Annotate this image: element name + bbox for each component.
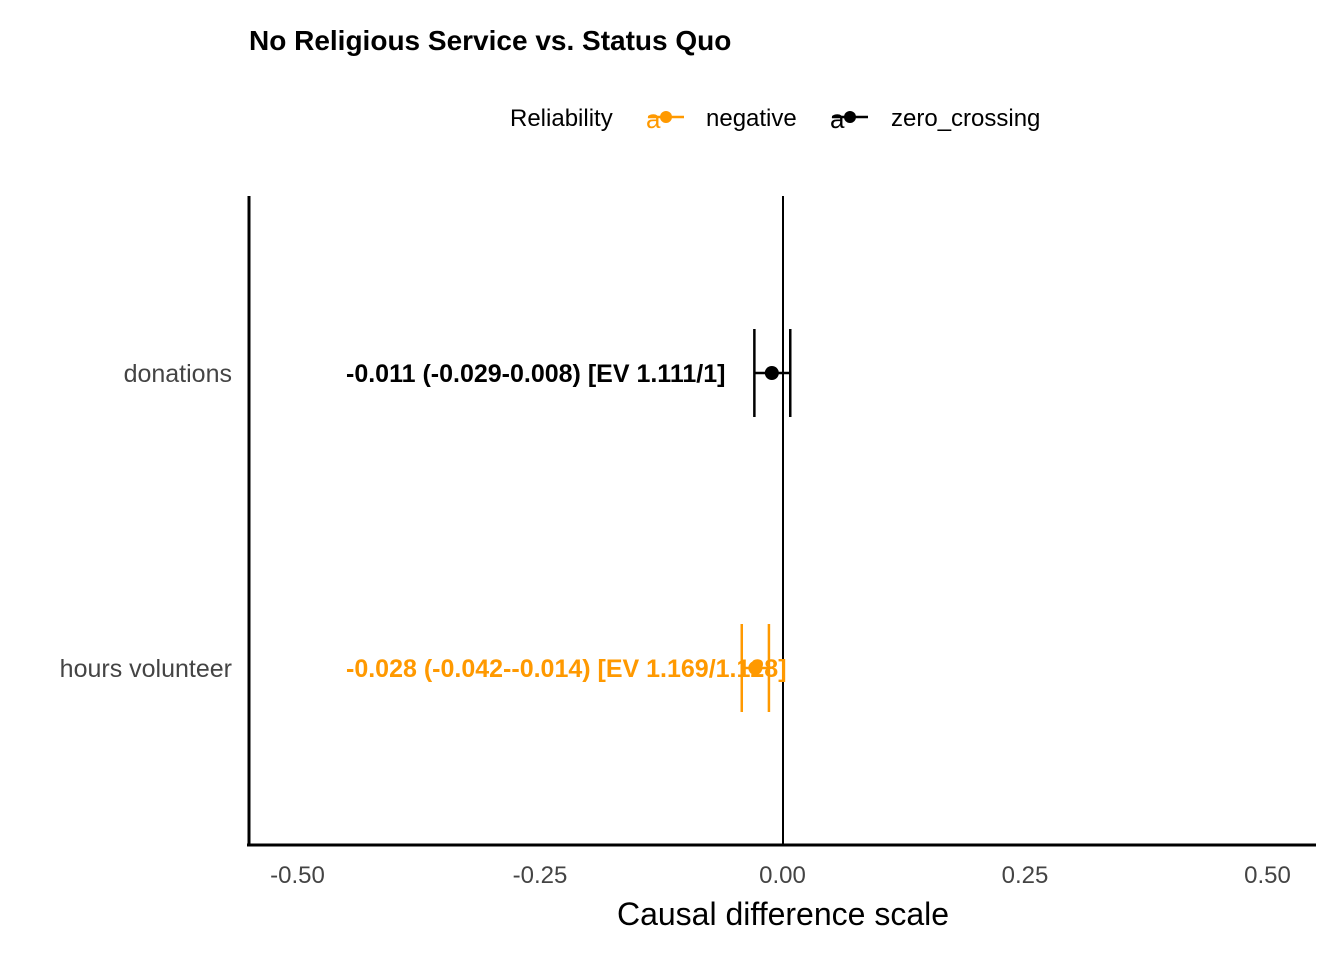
legend-item-zero-crossing: a zero_crossing [830,104,1040,134]
legend-label: negative [706,105,797,132]
x-tick-label: 0.00 [759,862,806,889]
category-label: donations [124,360,232,388]
estimate-label: -0.011 (-0.029-0.008) [EV 1.111/1] [346,360,725,388]
legend: Reliability a negative a zero_crossing [510,104,1040,134]
legend-key-point [844,111,856,123]
legend-key-glyph: a [646,104,661,134]
estimate-point [764,366,779,380]
x-tick-label: 0.50 [1244,862,1291,889]
plot-area: donations -0.011 (-0.029-0.008) [EV 1.111… [60,196,1316,847]
estimate-point [748,661,763,675]
category-label: hours volunteer [60,655,232,683]
estimate-label: -0.028 (-0.042--0.014) [EV 1.169/1.128] [346,655,787,683]
chart-title: No Religious Service vs. Status Quo [249,25,731,56]
data-rows: donations -0.011 (-0.029-0.008) [EV 1.111… [60,329,792,712]
legend-item-negative: a negative [646,104,797,134]
legend-entries: a negative a zero_crossing [646,104,1040,134]
x-tick-label: -0.50 [270,862,325,889]
legend-key-point [660,111,672,123]
legend-title: Reliability [510,105,613,132]
legend-label: zero_crossing [891,105,1040,132]
x-tick-label: 0.25 [1002,862,1049,889]
x-tick-label: -0.25 [513,862,568,889]
x-axis-ticks: -0.50 -0.25 0.00 0.25 0.50 [270,862,1291,889]
legend-key-glyph: a [830,104,845,134]
x-axis-title: Causal difference scale [617,896,949,932]
